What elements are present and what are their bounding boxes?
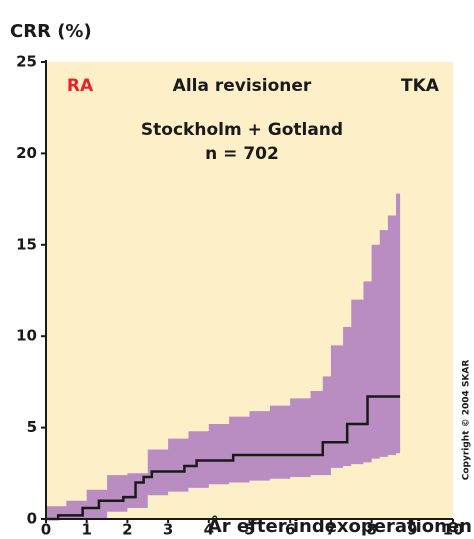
x-tick-label: 1 — [81, 521, 91, 539]
x-tick-label: 4 — [204, 521, 214, 539]
x-tick-label: 10 — [443, 521, 464, 539]
annotation: n = 702 — [205, 144, 279, 164]
x-tick-label: 5 — [244, 521, 254, 539]
y-tick-label: 10 — [16, 327, 37, 345]
x-tick-label: 2 — [122, 521, 132, 539]
x-tick-label: 0 — [41, 521, 51, 539]
x-tick-label: 7 — [326, 521, 336, 539]
x-axis-label: År efter indexoperationen — [208, 514, 472, 537]
annotation: Alla revisioner — [173, 76, 312, 96]
confidence-band — [46, 193, 401, 519]
y-tick-label: 0 — [27, 510, 37, 528]
y-tick-label: 25 — [16, 53, 37, 71]
chart-title: CRR (%) — [10, 21, 92, 42]
annotation: Stockholm + Gotland — [141, 120, 343, 140]
step-line — [46, 395, 401, 521]
y-tick-label: 20 — [16, 144, 37, 162]
x-tick-label: 9 — [407, 521, 417, 539]
copyright: Copyright © 2004 SKAR — [462, 360, 472, 481]
x-tick-label: 6 — [285, 521, 295, 539]
x-tick-label: 3 — [163, 521, 173, 539]
y-tick-label: 5 — [27, 418, 37, 436]
annotation: TKA — [401, 76, 440, 96]
annotation: RA — [67, 76, 94, 96]
y-tick-label: 15 — [16, 235, 37, 253]
x-tick-label: 8 — [366, 521, 376, 539]
